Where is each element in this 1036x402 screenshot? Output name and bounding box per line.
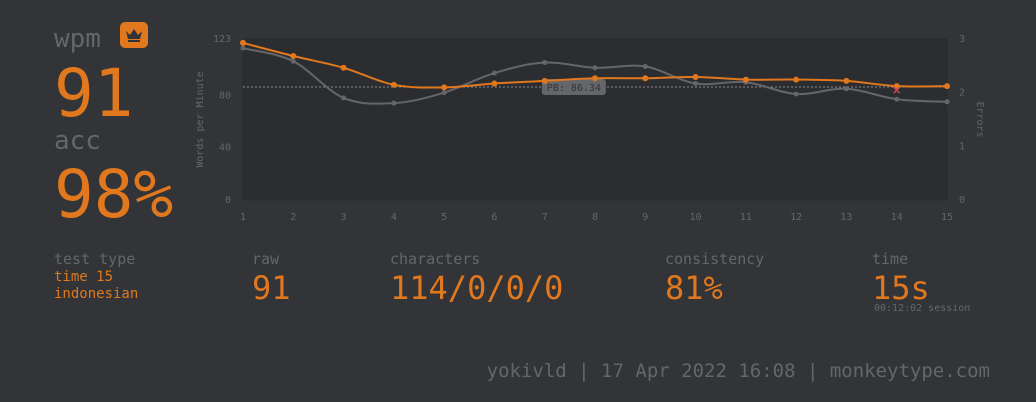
crown-glyph [126, 29, 142, 42]
x-tick-label: 13 [840, 212, 852, 223]
pb-label-box [541, 78, 606, 95]
crown-icon [120, 22, 148, 48]
consistency-label: consistency [665, 250, 765, 268]
data-point-wpm [441, 84, 448, 91]
y2-tick-label: 0 [959, 195, 965, 206]
data-point-wpm [944, 83, 950, 90]
x-tick-label: 7 [542, 212, 548, 223]
y-tick-label: 0 [225, 195, 231, 206]
time-label: time [872, 250, 909, 268]
data-point-wpm [240, 39, 246, 46]
data-point-raw [491, 70, 497, 76]
x-tick-label: 3 [341, 212, 347, 223]
data-point-wpm [642, 75, 649, 82]
error-marker [893, 86, 901, 94]
data-point-wpm [692, 73, 699, 80]
data-point-raw [240, 45, 246, 51]
acc-label: acc [54, 126, 101, 156]
pb-label: PB: 86.34 [547, 83, 601, 94]
data-point-wpm [390, 81, 397, 88]
y2-tick-label: 2 [959, 88, 965, 99]
session-time-note: 00:12:02 session [874, 303, 971, 314]
test-type-language: indonesian [54, 286, 139, 302]
characters-label: characters [390, 250, 481, 268]
data-point-raw [391, 100, 397, 106]
data-point-raw [592, 65, 598, 71]
x-tick-label: 12 [790, 212, 802, 223]
x-tick-label: 14 [891, 212, 903, 223]
x-tick-label: 6 [491, 212, 497, 223]
footer-watermark: yokivld | 17 Apr 2022 16:08 | monkeytype… [486, 360, 990, 382]
x-tick-label: 15 [941, 212, 953, 223]
x-tick-label: 10 [690, 212, 702, 223]
y-tick-label: 80 [219, 90, 231, 101]
data-point-wpm [340, 64, 347, 71]
data-point-raw [341, 95, 347, 101]
data-point-raw [793, 91, 799, 97]
acc-value: 98% [54, 156, 174, 233]
data-point-wpm [742, 76, 749, 83]
data-point-wpm [843, 77, 850, 84]
test-type-label: test type [54, 250, 136, 268]
y2-tick-label: 1 [959, 141, 965, 152]
data-point-raw [441, 90, 447, 96]
y2-tick-label: 3 [959, 34, 965, 45]
wpm-value: 91 [54, 55, 134, 132]
data-point-wpm [491, 80, 498, 87]
data-point-raw [290, 58, 296, 64]
y-tick-label: 123 [213, 34, 231, 45]
y-tick-label: 40 [219, 143, 231, 154]
data-point-wpm [592, 75, 598, 82]
data-point-raw [642, 63, 648, 69]
x-tick-label: 5 [441, 212, 447, 223]
wpm-label: wpm [54, 24, 101, 54]
data-point-wpm [793, 76, 800, 83]
data-point-raw [944, 99, 950, 105]
data-point-raw [843, 86, 849, 92]
data-point-wpm [290, 53, 297, 60]
x-tick-label: 9 [642, 212, 648, 223]
data-point-raw [894, 96, 900, 102]
y2-axis-title: Errors [974, 101, 985, 137]
x-tick-label: 11 [740, 212, 752, 223]
test-type-mode: time 15 [54, 269, 114, 285]
y-axis-title: Words per Minute [195, 71, 206, 167]
time-value: 15s [872, 269, 930, 307]
raw-value: 91 [252, 269, 291, 307]
x-tick-label: 8 [592, 212, 598, 223]
x-tick-label: 4 [391, 212, 397, 223]
consistency-value: 81% [665, 269, 723, 307]
raw-label: raw [252, 250, 280, 268]
data-point-raw [693, 81, 699, 87]
data-point-wpm [541, 77, 548, 84]
characters-value: 114/0/0/0 [390, 269, 564, 307]
x-tick-label: 1 [240, 212, 246, 223]
data-point-raw [542, 60, 548, 66]
x-tick-label: 2 [290, 212, 296, 223]
